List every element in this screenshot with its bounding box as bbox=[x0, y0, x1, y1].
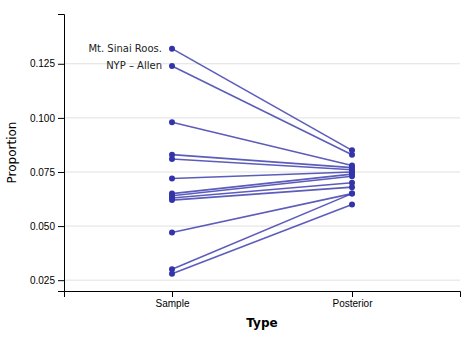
annotation: NYP – Allen bbox=[106, 60, 162, 71]
dot bbox=[169, 230, 175, 236]
x-tick-label: Sample bbox=[156, 298, 190, 309]
chart: 0.025 0.050 0.075 0.100 0.125 Sample Posterior… bbox=[0, 0, 474, 337]
slope-line bbox=[172, 194, 352, 233]
grid-line bbox=[64, 117, 460, 118]
dot bbox=[169, 63, 175, 69]
dot bbox=[169, 271, 175, 277]
y-tick-label: 0.050 bbox=[30, 221, 55, 232]
slope-line bbox=[172, 122, 352, 165]
x-axis: Sample Posterior bbox=[65, 291, 461, 309]
y-tick-label: 0.100 bbox=[30, 113, 55, 124]
y-tick-mark bbox=[58, 64, 64, 65]
slope-line bbox=[172, 194, 352, 270]
dot bbox=[169, 175, 175, 181]
grid bbox=[64, 64, 460, 280]
slope-line bbox=[172, 66, 352, 155]
plot-area bbox=[169, 46, 355, 277]
x-tick: Posterior bbox=[332, 291, 373, 309]
dot bbox=[349, 191, 355, 197]
y-tick-mark bbox=[58, 226, 64, 227]
x-axis-title: Type bbox=[246, 316, 277, 330]
dot bbox=[349, 152, 355, 158]
x-tick: Sample bbox=[156, 291, 190, 309]
x-axis-line bbox=[65, 292, 461, 298]
dot bbox=[349, 173, 355, 179]
dot bbox=[169, 197, 175, 203]
x-tick-mark bbox=[352, 291, 353, 297]
grid-line bbox=[64, 226, 460, 227]
dot bbox=[169, 156, 175, 162]
dot bbox=[349, 184, 355, 190]
slope-line bbox=[172, 204, 352, 273]
dot bbox=[349, 201, 355, 207]
x-tick-mark bbox=[172, 291, 173, 297]
x-tick-label: Posterior bbox=[332, 298, 373, 309]
y-tick-label: 0.025 bbox=[30, 275, 55, 286]
slope-line bbox=[172, 183, 352, 198]
y-tick-label: 0.075 bbox=[30, 167, 55, 178]
y-tick: 0.100 bbox=[30, 113, 64, 124]
slope-line bbox=[172, 159, 352, 170]
slope-line bbox=[172, 187, 352, 200]
y-tick-mark bbox=[58, 172, 64, 173]
y-tick: 0.075 bbox=[30, 167, 64, 178]
y-tick-mark bbox=[58, 280, 64, 281]
y-axis-title: Proportion bbox=[5, 122, 19, 184]
annotations: Mt. Sinai Roos. NYP – Allen bbox=[88, 43, 162, 71]
dot bbox=[169, 46, 175, 52]
y-tick: 0.125 bbox=[30, 58, 64, 69]
grid-line bbox=[64, 280, 460, 281]
y-tick: 0.025 bbox=[30, 275, 64, 286]
slope-line bbox=[172, 49, 352, 151]
dot bbox=[169, 119, 175, 125]
y-tick: 0.050 bbox=[30, 221, 64, 232]
y-axis: 0.025 0.050 0.075 0.100 0.125 bbox=[30, 15, 65, 292]
y-tick-mark bbox=[58, 118, 64, 119]
dot bbox=[349, 191, 355, 197]
y-tick-label: 0.125 bbox=[30, 58, 55, 69]
grid-line bbox=[64, 171, 460, 172]
y-axis-line bbox=[58, 15, 65, 292]
annotation: Mt. Sinai Roos. bbox=[88, 43, 162, 54]
